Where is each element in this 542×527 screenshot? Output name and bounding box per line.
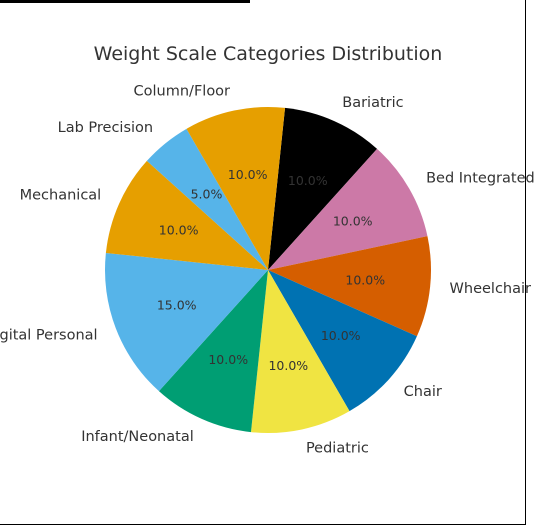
category-label-pediatric: Pediatric <box>306 441 369 457</box>
category-labels: Bariatric Bed Integrated Wheelchair Chair Pe… <box>0 83 535 456</box>
percent-label-infant-neonatal: 10.0% <box>208 352 248 367</box>
percent-label-pediatric: 10.0% <box>268 358 308 373</box>
figure-frame <box>0 0 526 525</box>
category-label-lab-precision: Lab Precision <box>58 120 153 136</box>
category-label-bed-integrated: Bed Integrated <box>426 171 535 187</box>
pie-slice-infant-neonatal <box>158 270 268 433</box>
category-label-digital-personal: Digital Personal <box>0 327 98 343</box>
pie-slice-pediatric <box>250 270 350 433</box>
percent-label-wheelchair: 10.0% <box>345 273 385 288</box>
percent-label-digital-personal: 15.0% <box>157 298 197 313</box>
pie-slices <box>105 106 431 433</box>
pie-slice-digital-personal <box>105 252 268 392</box>
category-label-bariatric: Bariatric <box>342 95 403 111</box>
pie-slice-column-floor <box>186 106 286 270</box>
category-label-column-floor: Column/Floor <box>134 83 231 99</box>
percent-label-mechanical: 10.0% <box>159 223 199 238</box>
category-label-wheelchair: Wheelchair <box>450 281 531 297</box>
top-edge-strip <box>0 0 250 3</box>
chart-title: Weight Scale Categories Distribution <box>94 43 443 65</box>
pie-slice-chair <box>268 270 417 412</box>
percent-labels: 10.0% 10.0% 10.0% 10.0% 10.0% 10.0% 15.0% 10.0%… <box>157 167 385 373</box>
category-label-mechanical: Mechanical <box>20 188 102 204</box>
percent-label-column-floor: 10.0% <box>228 167 268 182</box>
percent-label-chair: 10.0% <box>321 328 361 343</box>
pie-slice-bed-integrated <box>268 148 428 270</box>
percent-label-bariatric: 10.0% <box>288 173 328 188</box>
category-label-infant-neonatal: Infant/Neonatal <box>81 429 194 445</box>
category-label-chair: Chair <box>404 384 442 400</box>
pie-slice-mechanical <box>105 160 268 270</box>
percent-label-bed-integrated: 10.0% <box>333 214 373 229</box>
pie-slice-bariatric <box>268 107 378 270</box>
pie-slice-lab-precision <box>146 128 268 270</box>
pie-slice-wheelchair <box>268 236 431 337</box>
percent-label-lab-precision: 5.0% <box>191 186 223 201</box>
